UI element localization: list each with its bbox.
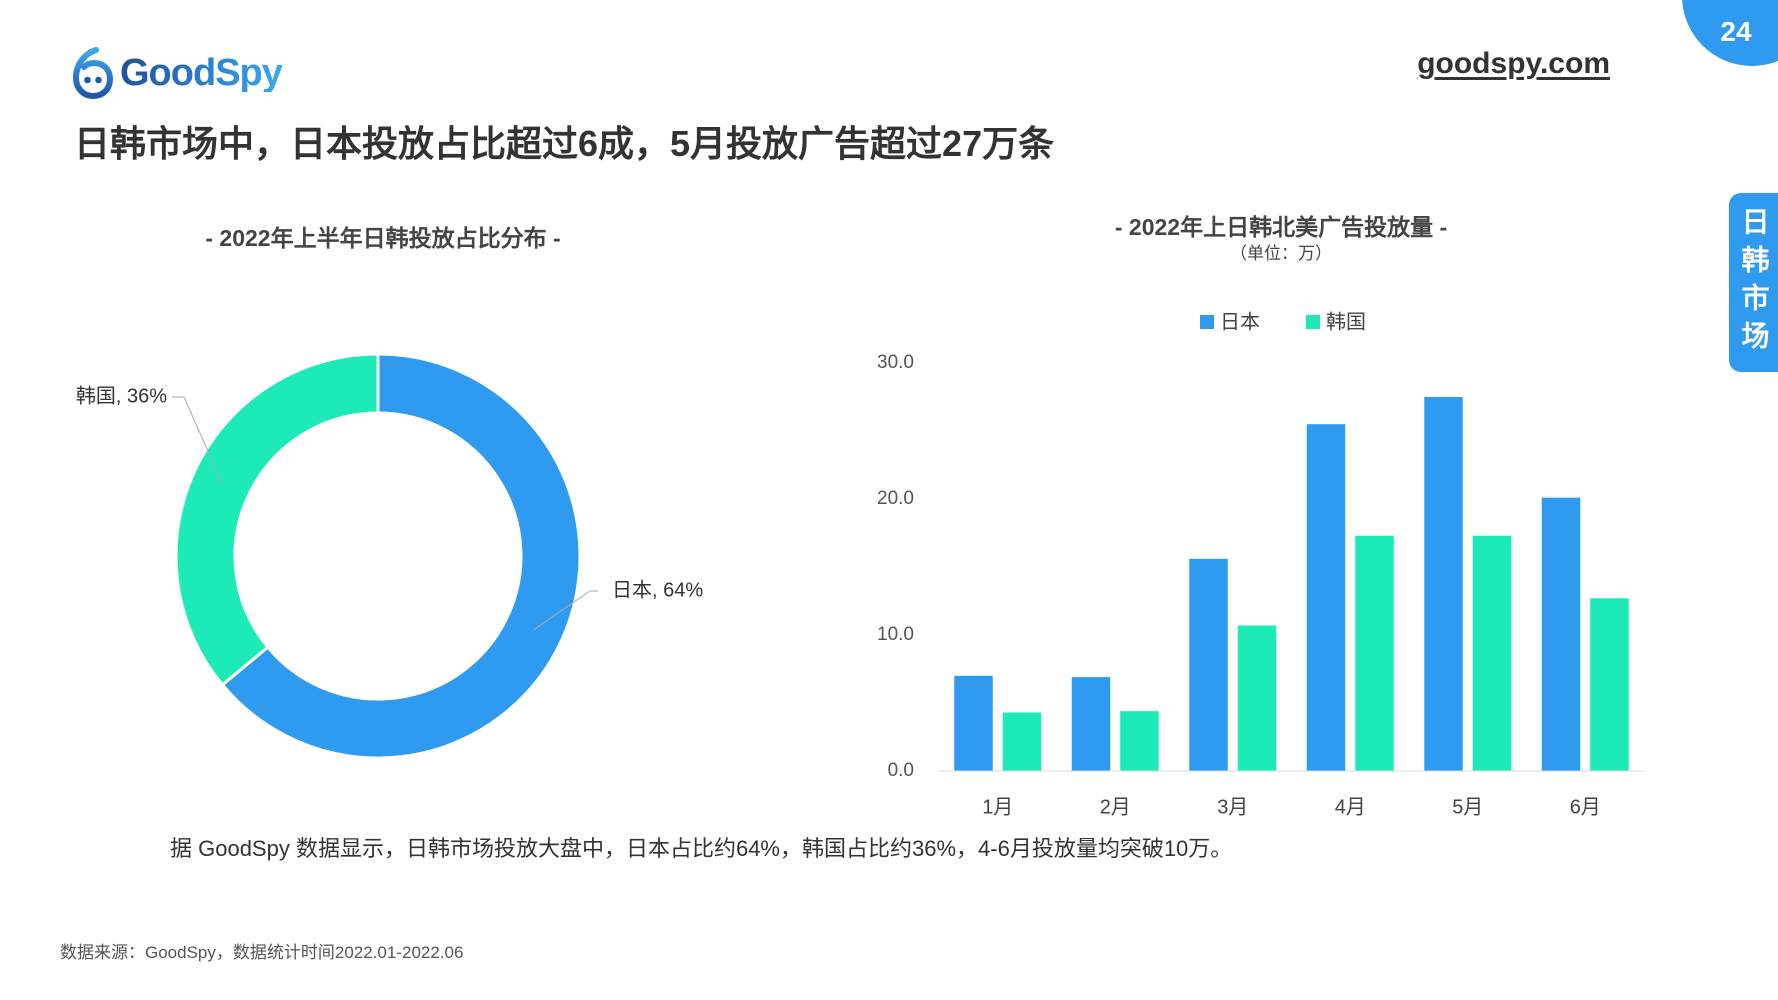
legend-swatch-japan: [1200, 315, 1214, 329]
y-axis-tick-label: 20.0: [877, 488, 914, 509]
donut-leader-line-1: [533, 590, 598, 630]
donut-chart-title: - 2022年上半年日韩投放占比分布 -: [205, 225, 561, 251]
logo-icon-ring: [72, 47, 114, 99]
page-number: 24: [1720, 16, 1752, 47]
section-tab-label: 日韩市场: [1738, 206, 1770, 359]
legend-swatch-korea: [1306, 315, 1320, 329]
x-axis-category-label: 2月: [1100, 796, 1131, 818]
legend-label-korea: 韩国: [1326, 310, 1366, 333]
x-axis-category-label: 3月: [1217, 796, 1248, 818]
x-axis-category-label: 6月: [1570, 796, 1601, 818]
x-axis-category-labels: 1月 2月 3月 4月 5月 6月: [982, 796, 1601, 818]
donut-data-label-2: 韩国, 36%: [76, 384, 167, 407]
website-link[interactable]: goodspy.com: [1417, 47, 1610, 80]
logo-icon-eye-left: [84, 76, 91, 84]
bar-series-1-category-6: [1541, 497, 1581, 771]
bar-series-1-category-2: [1071, 677, 1111, 771]
goodspy-logo-icon: [72, 47, 114, 99]
logo-icon-eye-right: [95, 76, 102, 84]
bar-series-1-category-4: [1306, 424, 1346, 771]
donut-leader-lines: [172, 396, 598, 630]
section-tab: 日韩市场: [1729, 193, 1778, 372]
bar-chart: 日本 韩国 0.0 10.0 20.0 30.0 1月 2月 3月 4月 5月 6月: [877, 310, 1644, 818]
donut-data-label-1: 日本, 64%: [612, 578, 703, 601]
logo-wordmark: GoodSpy: [120, 52, 283, 94]
goodspy-logo: GoodSpy: [72, 46, 283, 100]
bar-series-1-category-3: [1189, 558, 1228, 771]
y-axis-tick-label: 30.0: [877, 352, 914, 373]
bar-series-2-category-3: [1237, 625, 1277, 771]
bar-series: [954, 397, 1629, 771]
donut-slice-2: [174, 352, 380, 687]
bar-series-2-category-6: [1590, 598, 1629, 771]
bar-series-2-category-1: [1002, 712, 1042, 771]
bar-series-1-category-1: [954, 675, 993, 771]
data-source-note: 数据来源：GoodSpy，数据统计时间2022.01-2022.06: [60, 943, 464, 962]
y-axis-tick-labels: 0.0 10.0 20.0 30.0: [877, 352, 914, 781]
bar-series-1-category-5: [1424, 397, 1463, 771]
bar-series-2-category-2: [1120, 711, 1159, 771]
y-axis-tick-label: 0.0: [888, 760, 914, 781]
bar-series-2-category-4: [1355, 535, 1394, 771]
bar-chart-legend: 日本 韩国: [1200, 310, 1366, 333]
legend-label-japan: 日本: [1220, 310, 1260, 333]
bar-chart-title: - 2022年上日韩北美广告投放量 -: [1114, 214, 1448, 240]
donut-leader-line-2: [172, 396, 223, 483]
bar-chart-subtitle: （单位：万）: [1230, 244, 1332, 263]
donut-data-labels: 日本, 64% 韩国, 36%: [76, 384, 704, 601]
page-title: 日韩市场中，日本投放占比超过6成，5月投放广告超过27万条: [74, 123, 1055, 164]
donut-chart: 日本, 64% 韩国, 36%: [76, 352, 704, 760]
x-axis-category-label: 1月: [982, 796, 1013, 818]
x-axis-category-label: 5月: [1452, 796, 1483, 818]
donut-slice-1: [220, 352, 582, 760]
donut-slices: [174, 352, 582, 760]
x-axis-category-label: 4月: [1335, 796, 1366, 818]
y-axis-tick-label: 10.0: [877, 624, 914, 645]
bar-series-2-category-5: [1472, 535, 1512, 771]
summary-text: 据 GoodSpy 数据显示，日韩市场投放大盘中，日本占比约64%，韩国占比约3…: [170, 836, 1233, 861]
